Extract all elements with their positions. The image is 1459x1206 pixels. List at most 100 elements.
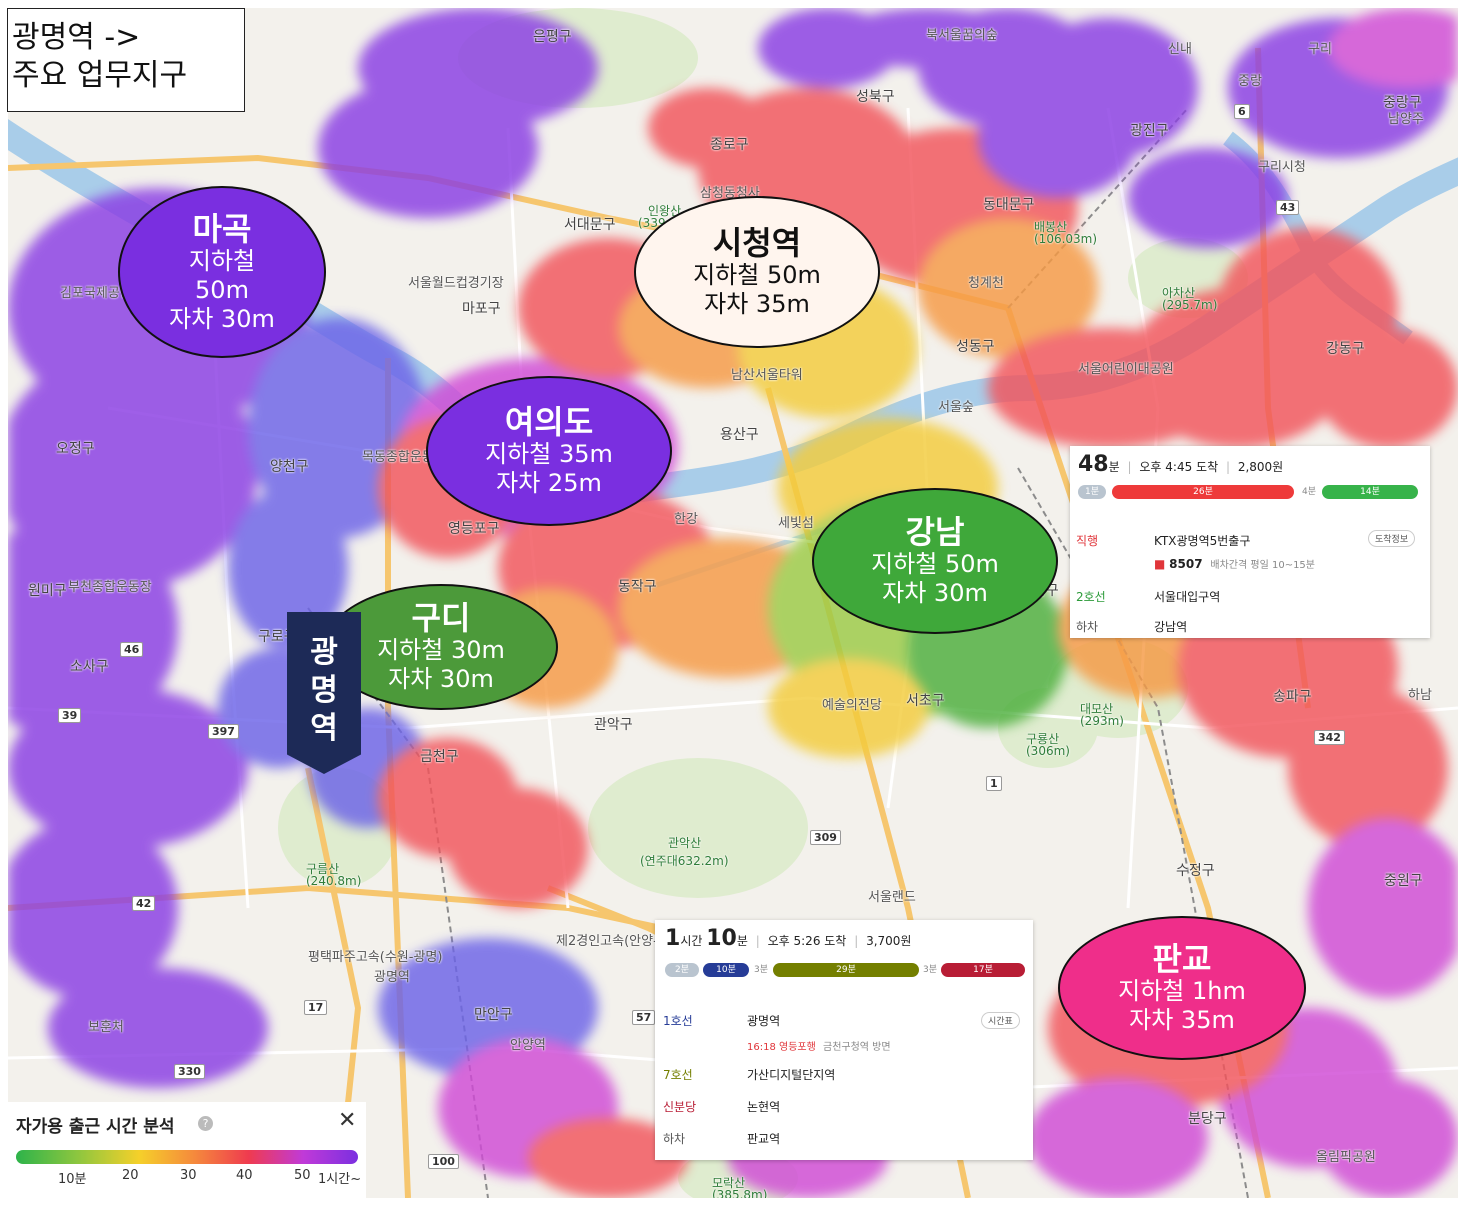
close-icon[interactable]: ✕ bbox=[338, 1108, 357, 1133]
place-label: 안양역 bbox=[510, 1038, 546, 1053]
heat-blob bbox=[1308, 818, 1458, 998]
legend-color-scale bbox=[16, 1150, 358, 1164]
district-oval-pangyo: 판교 지하철 1hm 자차 35m bbox=[1058, 916, 1306, 1060]
heat-blob bbox=[8, 818, 178, 998]
step-label: 하차 bbox=[1076, 620, 1099, 634]
place-label: 구로구 bbox=[258, 629, 297, 645]
train-departure: 16:18 영등포행 bbox=[747, 1042, 816, 1053]
title-box: 광명역 -> 주요 업무지구 bbox=[7, 8, 245, 112]
heat-blob bbox=[8, 688, 248, 848]
place-label: 관악산 bbox=[668, 836, 702, 850]
route-arrival: 오후 4:45 도착 bbox=[1139, 460, 1219, 474]
step-stop: 가산디지털단지역 bbox=[747, 1068, 836, 1082]
place-label: 양천구 bbox=[270, 459, 309, 475]
place-label: 중랑구 bbox=[1383, 95, 1422, 111]
district-car: 자차 30m bbox=[388, 665, 494, 693]
segment-transfer: 3분 bbox=[921, 963, 939, 977]
place-label: 신내 bbox=[1168, 42, 1192, 57]
place-label: 평택파주고속(수원-광명) bbox=[308, 950, 443, 965]
district-name: 구디 bbox=[411, 599, 471, 637]
route-minutes: 48 bbox=[1078, 452, 1109, 477]
place-label: 구리 bbox=[1308, 42, 1332, 57]
station-char: 역 bbox=[310, 711, 338, 746]
place-label: 모락산 bbox=[712, 1176, 746, 1190]
bus-number-row: ■ 8507 배차간격 평일 10~15분 bbox=[1154, 557, 1315, 571]
place-label: 마포구 bbox=[462, 301, 501, 317]
district-car: 자차 30m bbox=[169, 304, 275, 333]
segment-walk: 1분 bbox=[1078, 485, 1106, 499]
road-number-badge: 42 bbox=[132, 896, 156, 911]
train-info-row: 16:18 영등포행 금천구청역 방면 bbox=[747, 1038, 891, 1053]
place-label: 남양주 bbox=[1388, 112, 1424, 127]
place-label: 부천종합운동장 bbox=[68, 580, 152, 595]
district-oval-city-hall: 시청역 지하철 50m 자차 35m bbox=[634, 196, 880, 348]
district-car: 자차 25m bbox=[496, 469, 602, 497]
place-label: 성동구 bbox=[956, 339, 995, 355]
place-label: 대모산 bbox=[1080, 702, 1114, 716]
route-card-pangyo[interactable]: 1시간 10분 | 오후 5:26 도착 | 3,700원 2분 10분 3분 … bbox=[655, 920, 1033, 1160]
station-char: 광 bbox=[310, 635, 338, 670]
segment-line2: 14분 bbox=[1322, 485, 1418, 499]
road-number-badge: 309 bbox=[810, 830, 841, 845]
segment-line1: 10분 bbox=[703, 963, 749, 977]
route-minute-unit: 분 bbox=[736, 934, 748, 948]
district-oval-gangnam: 강남 지하철 50m 자차 30m bbox=[812, 488, 1058, 634]
help-icon[interactable]: ? bbox=[198, 1116, 213, 1131]
step-label: 2호선 bbox=[1076, 590, 1106, 604]
district-subway: 지하철 30m bbox=[377, 636, 505, 664]
road-number-badge: 6 bbox=[1234, 104, 1250, 119]
place-label: 남산서울타워 bbox=[731, 368, 803, 383]
route-summary: 48분 | 오후 4:45 도착 | 2,800원 bbox=[1078, 452, 1284, 477]
place-label: 예술의전당 bbox=[822, 698, 882, 713]
road-number-badge: 46 bbox=[120, 642, 144, 657]
segment-shinbundang: 17분 bbox=[941, 963, 1025, 977]
step-stop: 광명역 bbox=[747, 1014, 781, 1028]
heat-blob bbox=[448, 788, 588, 908]
place-label: 송파구 bbox=[1273, 689, 1312, 705]
route-card-gangnam[interactable]: 48분 | 오후 4:45 도착 | 2,800원 1분 26분 4분 14분 … bbox=[1070, 446, 1430, 638]
road-number-badge: 1 bbox=[986, 776, 1002, 791]
place-label: 서대문구 bbox=[564, 217, 616, 233]
place-label: (240.8m) bbox=[306, 874, 362, 888]
heat-blob bbox=[8, 518, 178, 738]
place-label: (293m) bbox=[1080, 714, 1124, 728]
heat-blob bbox=[978, 78, 1138, 198]
place-label: 관악구 bbox=[594, 717, 633, 733]
step-stop: 강남역 bbox=[1154, 620, 1188, 634]
segment-transfer: 3분 bbox=[751, 963, 771, 977]
place-label: 하남 bbox=[1408, 688, 1432, 703]
segment-transfer: 4분 bbox=[1298, 485, 1320, 499]
heat-blob bbox=[1288, 688, 1448, 848]
heat-blob bbox=[918, 218, 1098, 358]
legend-title: 자가용 출근 시간 분석 bbox=[16, 1117, 175, 1137]
place-label: 종로구 bbox=[710, 137, 749, 153]
place-label: 중랑 bbox=[1238, 74, 1262, 89]
place-label: (295.7m) bbox=[1162, 298, 1218, 312]
place-label: 수정구 bbox=[1176, 863, 1215, 879]
place-label: 서울월드컵경기장 bbox=[408, 276, 504, 291]
place-label: 서울숲 bbox=[938, 400, 974, 415]
place-label: 분당구 bbox=[1188, 1111, 1227, 1127]
place-label: 만안구 bbox=[474, 1007, 513, 1023]
arrival-info-button[interactable]: 도착정보 bbox=[1368, 530, 1416, 547]
place-label: 중원구 bbox=[1384, 873, 1423, 889]
district-name: 시청역 bbox=[712, 224, 802, 262]
district-name: 강남 bbox=[905, 513, 965, 551]
route-summary: 1시간 10분 | 오후 5:26 도착 | 3,700원 bbox=[665, 926, 912, 951]
step-stop: KTX광명역5번출구 bbox=[1154, 534, 1251, 548]
district-oval-yeouido: 여의도 지하철 35m 자차 25m bbox=[426, 376, 672, 526]
place-label: 한강 bbox=[674, 512, 698, 527]
legend-tick: 1시간~ bbox=[318, 1172, 362, 1187]
district-car: 자차 30m bbox=[882, 579, 988, 607]
place-label: (106.03m) bbox=[1034, 232, 1098, 246]
road-number-badge: 39 bbox=[58, 708, 82, 723]
legend-tick: 20 bbox=[122, 1168, 139, 1183]
road-number-badge: 397 bbox=[208, 724, 239, 739]
station-char: 명 bbox=[310, 673, 338, 708]
place-label: 영등포구 bbox=[448, 521, 500, 537]
road-number-badge: 57 bbox=[632, 1010, 656, 1025]
timetable-button[interactable]: 시간표 bbox=[981, 1012, 1020, 1029]
road-number-badge: 17 bbox=[304, 1000, 328, 1015]
district-subway: 지하철 1hm bbox=[1118, 977, 1246, 1005]
place-label: 서울어린이대공원 bbox=[1078, 362, 1174, 377]
